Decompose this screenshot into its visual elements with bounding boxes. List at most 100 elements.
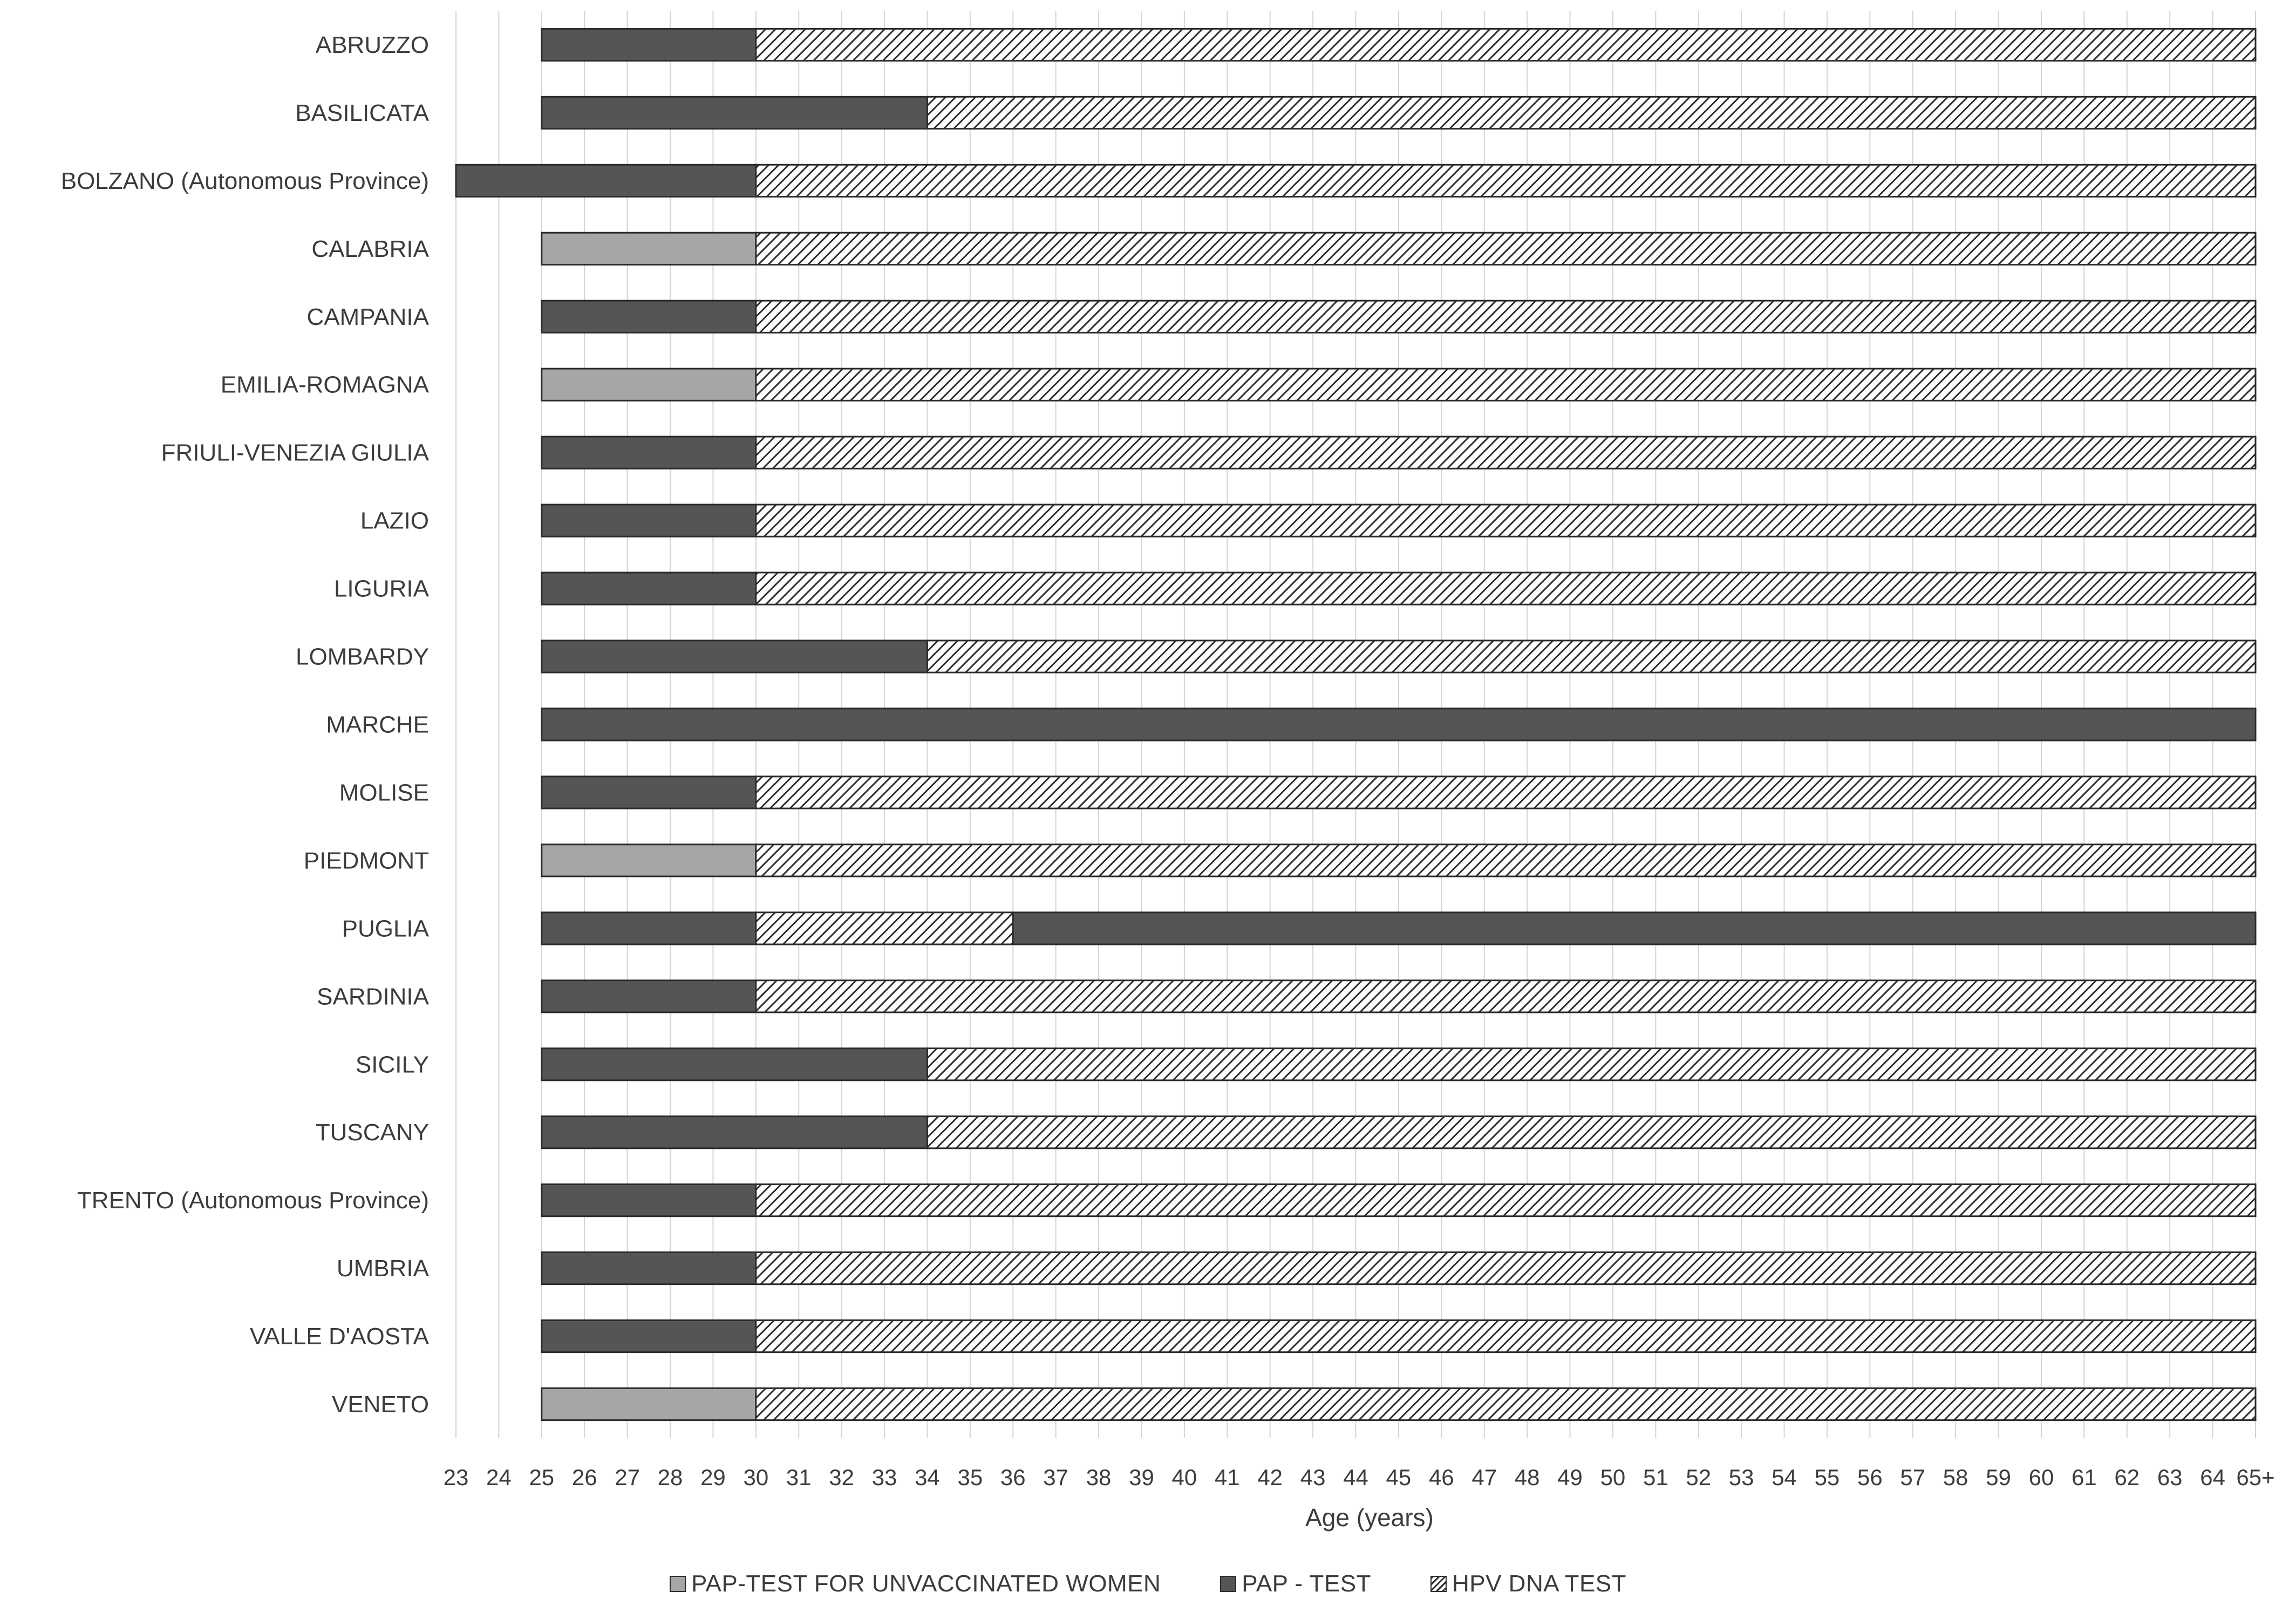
region-label: TRENTO (Autonomous Province)	[77, 1187, 429, 1214]
bar-segment-hpv	[755, 368, 2257, 402]
x-tick-label: 42	[1257, 1465, 1283, 1490]
bar-segment-pap	[541, 639, 928, 673]
region-label: LAZIO	[360, 508, 429, 534]
bar-segment-hpv	[755, 1387, 2257, 1421]
x-tick-label: 64	[2200, 1465, 2225, 1490]
x-tick-label: 50	[1600, 1465, 1626, 1490]
x-tick-label: 55	[1815, 1465, 1840, 1490]
x-tick-label: 28	[658, 1465, 683, 1490]
x-tick-label: 43	[1300, 1465, 1326, 1490]
region-label: UMBRIA	[337, 1255, 430, 1282]
x-tick-label: 38	[1086, 1465, 1112, 1490]
bar-segment-pap	[541, 435, 757, 469]
bar-segment-hpv	[755, 571, 2257, 605]
bar-segment-hpv	[926, 639, 2257, 673]
x-tick-label: 26	[572, 1465, 597, 1490]
bar-segment-hpv	[755, 300, 2257, 334]
bar-segment-pap	[541, 911, 757, 945]
x-tick-label: 45	[1386, 1465, 1412, 1490]
x-tick-label: 56	[1857, 1465, 1883, 1490]
x-tick-label: 27	[615, 1465, 640, 1490]
region-label: SARDINIA	[317, 983, 429, 1010]
region-label: PIEDMONT	[304, 847, 429, 874]
bar-segment-hpv	[755, 503, 2257, 537]
x-tick-label: 23	[444, 1465, 469, 1490]
region-label: MOLISE	[339, 779, 429, 806]
legend-item-pap-unvaccinated: PAP-TEST FOR UNVACCINATED WOMEN	[669, 1570, 1161, 1597]
x-tick-label: 36	[1000, 1465, 1026, 1490]
x-tick-label: 30	[743, 1465, 768, 1490]
legend-swatch-dark-grey	[1220, 1576, 1237, 1592]
x-axis-label: Age (years)	[1305, 1503, 1434, 1532]
bar-segment-pap	[541, 300, 757, 334]
bar-segment-pap	[541, 1183, 757, 1217]
legend-label: PAP-TEST FOR UNVACCINATED WOMEN	[691, 1570, 1161, 1597]
x-tick-label: 61	[2072, 1465, 2097, 1490]
x-tick-label: 51	[1643, 1465, 1668, 1490]
region-label: CALABRIA	[311, 236, 429, 262]
bar-segment-hpv	[755, 911, 1014, 945]
x-tick-label: 33	[872, 1465, 897, 1490]
region-label: FRIULI-VENEZIA GIULIA	[161, 440, 430, 466]
x-tick-label: 32	[829, 1465, 854, 1490]
region-label: SICILY	[356, 1051, 429, 1078]
x-tick-labels: 23 24 25 26 27 28 29 30 31 32 33 34 35 36 37 38 39 40 41 42…	[444, 1465, 2275, 1490]
region-labels: ABRUZZO BASILICATA BOLZANO (Autonomous Pro…	[61, 32, 430, 1418]
x-tick-label: 41	[1215, 1465, 1240, 1490]
bar-segment-hpv	[755, 28, 2257, 62]
x-tick-label: 44	[1343, 1465, 1368, 1490]
bar-segment-pap	[541, 28, 757, 62]
region-label: VENETO	[332, 1391, 429, 1418]
region-label: EMILIA-ROMAGNA	[221, 372, 430, 398]
legend-label: PAP - TEST	[1242, 1570, 1371, 1597]
legend-label: HPV DNA TEST	[1452, 1570, 1627, 1597]
bar-segment-hpv	[755, 843, 2257, 877]
x-tick-label: 24	[486, 1465, 512, 1490]
x-tick-label: 48	[1515, 1465, 1540, 1490]
legend-swatch-light-grey	[669, 1576, 686, 1592]
region-label: VALLE D'AOSTA	[250, 1323, 430, 1350]
x-tick-label: 31	[786, 1465, 812, 1490]
x-tick-label: 47	[1471, 1465, 1497, 1490]
legend-item-pap-test: PAP - TEST	[1220, 1570, 1371, 1597]
bar-segment-hpv	[755, 164, 2257, 198]
bar-segment-hpv	[755, 232, 2257, 266]
bar-segment-hpv	[755, 1183, 2257, 1217]
x-tick-label: 62	[2114, 1465, 2140, 1490]
bar-segment-pap-unvacc	[541, 1387, 757, 1421]
region-label: ABRUZZO	[316, 32, 429, 58]
bar-segment-hpv	[926, 1047, 2257, 1081]
x-tick-label: 59	[1986, 1465, 2011, 1490]
bar-segment-pap	[541, 979, 757, 1013]
bar-segment-pap-unvacc	[541, 232, 757, 266]
legend-swatch-hatched	[1430, 1576, 1447, 1592]
x-tick-label: 39	[1129, 1465, 1154, 1490]
region-label: BOLZANO (Autonomous Province)	[61, 168, 429, 194]
bar-segment-hpv	[926, 1115, 2257, 1149]
x-tick-label: 25	[529, 1465, 554, 1490]
bar-segment-hpv	[755, 979, 2257, 1013]
bar-segment-pap	[541, 1251, 757, 1285]
bar-segment-hpv	[755, 1319, 2257, 1353]
bar-segment-pap	[541, 571, 757, 605]
bar-segment-pap	[541, 503, 757, 537]
bar-segment-pap-unvacc	[541, 843, 757, 877]
region-label: PUGLIA	[342, 915, 430, 942]
x-tick-label: 46	[1429, 1465, 1454, 1490]
x-tick-label: 57	[1900, 1465, 1925, 1490]
x-tick-label: 35	[957, 1465, 983, 1490]
x-tick-label: 58	[1943, 1465, 1968, 1490]
x-tick-label: 53	[1729, 1465, 1754, 1490]
x-tick-label: 40	[1172, 1465, 1197, 1490]
bar-segment-hpv	[926, 96, 2257, 130]
x-tick-label: 34	[915, 1465, 940, 1490]
bar-segment-pap	[541, 96, 928, 130]
legend-item-hpv-dna-test: HPV DNA TEST	[1430, 1570, 1626, 1597]
bar-segment-pap	[455, 164, 757, 198]
bar-segment-pap	[541, 1115, 928, 1149]
bar-segment-pap	[541, 1319, 757, 1353]
region-label: LIGURIA	[334, 576, 430, 602]
bar-segment-pap	[541, 775, 757, 809]
x-tick-label: 60	[2029, 1465, 2054, 1490]
